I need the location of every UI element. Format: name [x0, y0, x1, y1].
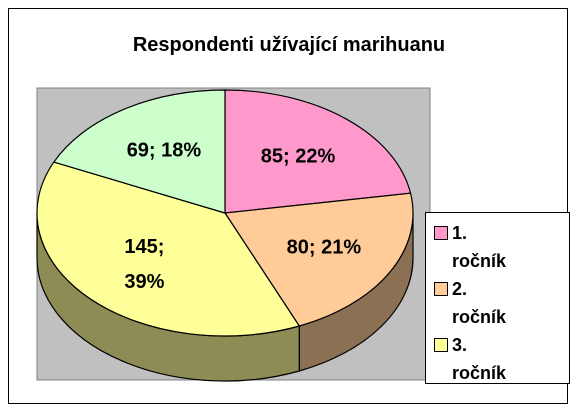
legend-label: 3. ročník [452, 335, 507, 383]
legend-label: 2. ročník [452, 279, 507, 327]
legend-swatch [434, 338, 448, 352]
legend-swatch [434, 226, 448, 240]
chart-frame [8, 8, 568, 404]
legend-swatch [434, 282, 448, 296]
data-label: 80; 21% [286, 236, 362, 259]
chart-title: Respondenti užívající marihuanu [132, 34, 446, 56]
slice [52, 89, 226, 214]
data-label: 85; 22% [260, 145, 336, 168]
slice [36, 161, 301, 337]
slice [223, 192, 414, 327]
slice [224, 89, 412, 214]
legend: 1. ročník 2. ročník 3. ročník [425, 212, 570, 384]
legend-label: 1. ročník [452, 223, 507, 271]
data-label: 69; 18% [126, 139, 202, 162]
data-label: 145; 39% [124, 235, 165, 293]
